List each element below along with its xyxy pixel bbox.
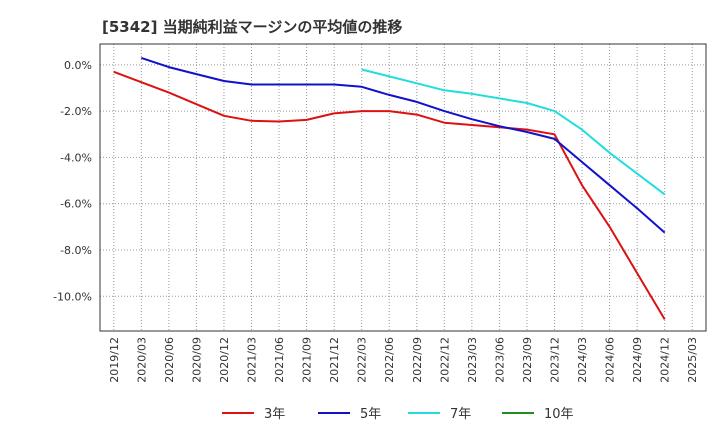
y-tick-label: -10.0% [53, 290, 92, 303]
x-tick-label: 2020/03 [135, 337, 148, 383]
x-tick-label: 2022/03 [356, 337, 369, 383]
series-layer [113, 56, 666, 320]
x-tick-label: 2021/06 [273, 337, 286, 383]
x-tick-label: 2020/06 [163, 337, 176, 383]
series-line [113, 70, 666, 320]
x-tick-label: 2022/06 [383, 337, 396, 383]
x-tick-label: 2024/12 [659, 337, 672, 383]
x-tick-label: 2021/12 [328, 337, 341, 383]
x-tick-label: 2021/03 [246, 337, 259, 383]
x-tick-label: 2024/09 [631, 337, 644, 383]
y-tick-label: -4.0% [60, 151, 92, 164]
legend-label: 3年 [264, 407, 285, 422]
x-tick-label: 2025/03 [686, 337, 699, 383]
y-tick-label: -2.0% [60, 105, 92, 118]
axis-layer: 0.0% -2.0% -4.0% -6.0% -8.0% -10.0% 2019/12 202… [53, 43, 707, 383]
y-tick-label: -6.0% [60, 198, 92, 211]
x-tick-label: 2021/09 [301, 337, 314, 383]
y-tick-label: -8.0% [60, 244, 92, 257]
grid-layer [100, 44, 706, 331]
series-line [140, 56, 666, 234]
legend-label: 10年 [544, 407, 574, 422]
series-line [361, 68, 666, 196]
plot-frame [99, 43, 707, 332]
x-tick-label: 2022/09 [411, 337, 424, 383]
x-tick-label: 2023/06 [493, 337, 506, 383]
x-tick-label: 2020/12 [218, 337, 231, 383]
legend: 3年 5年 7年 10年 [222, 407, 574, 422]
x-tick-label: 2023/03 [466, 337, 479, 383]
y-tick-label: 0.0% [64, 59, 92, 72]
x-tick-label: 2020/09 [190, 337, 203, 383]
legend-label: 7年 [450, 407, 471, 422]
legend-label: 5年 [360, 407, 381, 422]
x-tick-label: 2023/09 [521, 337, 534, 383]
chart-title: [5342] 当期純利益マージンの平均値の推移 [102, 18, 402, 36]
x-tick-label: 2022/12 [438, 337, 451, 383]
x-tick-label: 2024/06 [604, 337, 617, 383]
x-tick-label: 2024/03 [576, 337, 589, 383]
x-tick-label: 2019/12 [108, 337, 121, 383]
x-tick-label: 2023/12 [549, 337, 562, 383]
